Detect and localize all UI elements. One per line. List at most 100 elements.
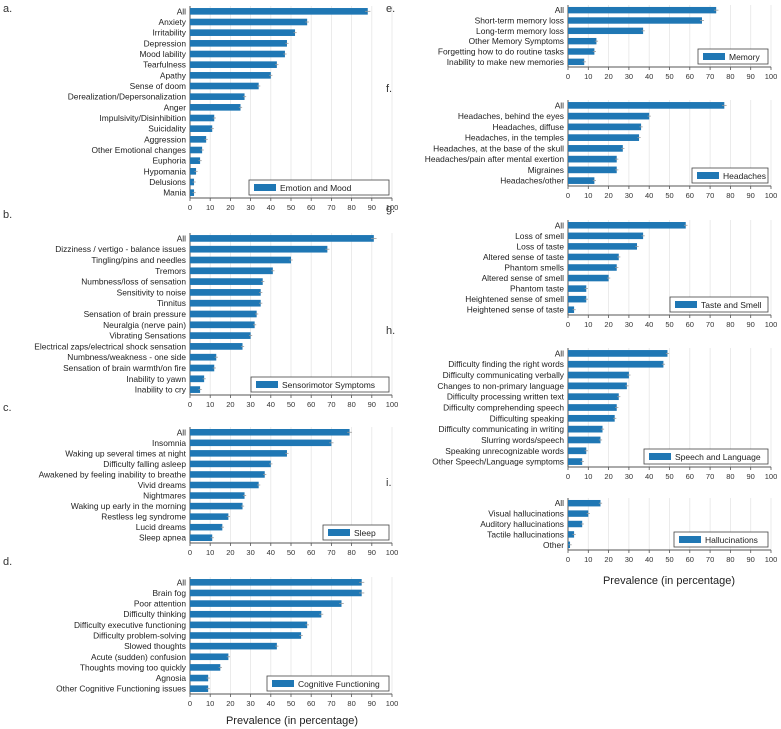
bar	[568, 58, 585, 66]
x-tick-label: 80	[347, 203, 355, 212]
x-tick-label: 50	[665, 72, 673, 81]
bar	[568, 436, 601, 444]
bar	[568, 112, 650, 120]
legend-box	[322, 524, 390, 541]
bar	[190, 353, 217, 361]
category-label: Lucid dreams	[136, 522, 186, 532]
category-label: Vivid dreams	[138, 480, 186, 490]
x-tick-label: 40	[645, 320, 653, 329]
panel-label-b: b.	[3, 209, 12, 221]
x-tick-label: 30	[625, 72, 633, 81]
bar	[568, 350, 668, 357]
category-label: All	[555, 5, 564, 15]
bar	[568, 404, 617, 411]
category-label: Difficulty processing written text	[447, 392, 565, 402]
x-tick-label: 70	[706, 555, 714, 564]
x-tick-label: 30	[625, 555, 633, 564]
category-label: Sense of doom	[130, 81, 186, 91]
x-tick-label: 50	[665, 320, 673, 329]
legend-box	[669, 296, 769, 313]
category-label: Heightened sense of taste	[467, 305, 565, 315]
x-tick-label: 90	[747, 320, 755, 329]
bar	[568, 360, 664, 368]
x-axis-title-right: Prevalence (in percentage)	[603, 575, 735, 587]
legend-h: Speech and Language	[643, 448, 769, 465]
bar	[190, 685, 209, 692]
panel-label-g: g.	[386, 203, 395, 215]
category-label: Tremors	[155, 266, 186, 276]
x-tick-label: 80	[726, 72, 734, 81]
category-label: Difficulty communicating verbally	[443, 370, 565, 380]
category-label: Tingling/pins and needles	[91, 255, 186, 265]
category-label: Electrical zaps/electrical shock sensati…	[34, 341, 186, 351]
legend-box	[250, 376, 390, 393]
legend-b: Sensorimotor Symptoms	[250, 376, 390, 393]
x-tick-label: 0	[188, 548, 192, 557]
bar	[190, 534, 213, 541]
legend-label: Sensorimotor Symptoms	[282, 380, 375, 390]
legend-swatch	[697, 172, 719, 179]
bar	[568, 274, 609, 282]
category-label: Long-term memory loss	[476, 26, 564, 36]
x-tick-label: 40	[267, 203, 275, 212]
bar	[190, 364, 215, 372]
category-label: All	[555, 100, 564, 110]
bar	[568, 393, 619, 401]
x-tick-label: 70	[327, 699, 335, 708]
category-label: All	[177, 427, 186, 437]
x-tick-label: 100	[765, 472, 778, 481]
category-label: Headaches, diffuse	[492, 122, 564, 132]
legend-d: Cognitive Functioning	[266, 675, 390, 692]
bar	[190, 332, 251, 339]
bar	[568, 232, 644, 240]
bar	[190, 136, 207, 143]
x-tick-label: 50	[287, 548, 295, 557]
x-tick-label: 0	[188, 699, 192, 708]
category-label: Phantom taste	[510, 284, 564, 294]
x-tick-label: 50	[665, 555, 673, 564]
bar	[568, 243, 638, 250]
x-tick-label: 90	[747, 72, 755, 81]
x-tick-label: 70	[706, 320, 714, 329]
x-tick-label: 10	[584, 72, 592, 81]
category-label: Nightmares	[143, 491, 186, 501]
category-label: Headaches, at the base of the skull	[433, 143, 564, 153]
category-label: Anger	[164, 102, 187, 112]
x-tick-label: 70	[706, 191, 714, 200]
bar	[190, 375, 205, 383]
bar	[190, 492, 245, 499]
legend-label: Hallucinations	[705, 535, 758, 545]
category-label: Sensation of brain warmth/on fire	[63, 363, 186, 373]
x-tick-label: 30	[625, 472, 633, 481]
x-tick-label: 40	[267, 699, 275, 708]
x-tick-label: 60	[307, 548, 315, 557]
x-tick-label: 90	[747, 472, 755, 481]
x-tick-label: 60	[307, 699, 315, 708]
category-label: Phantom smells	[504, 263, 564, 273]
bar	[190, 450, 287, 457]
category-label: Loss of smell	[515, 231, 564, 241]
x-tick-label: 100	[765, 191, 778, 200]
x-tick-label: 90	[368, 203, 376, 212]
x-tick-label: 20	[604, 72, 612, 81]
legend-label: Taste and Smell	[701, 300, 762, 310]
bar	[568, 531, 575, 538]
legend-box	[691, 167, 769, 184]
category-label: Hypomania	[144, 166, 187, 176]
bar	[190, 321, 255, 329]
category-label: Difficulty falling asleep	[103, 459, 186, 469]
x-tick-label: 100	[765, 72, 778, 81]
bar	[190, 82, 259, 90]
bar	[190, 40, 287, 47]
legend-label: Memory	[729, 52, 760, 62]
bar	[568, 48, 595, 55]
category-label: Sensitivity to noise	[117, 287, 187, 297]
bar	[190, 299, 261, 307]
bar	[568, 499, 601, 507]
bar	[190, 93, 245, 100]
bar	[190, 471, 265, 478]
category-label: Sensation of brain pressure	[84, 309, 187, 319]
